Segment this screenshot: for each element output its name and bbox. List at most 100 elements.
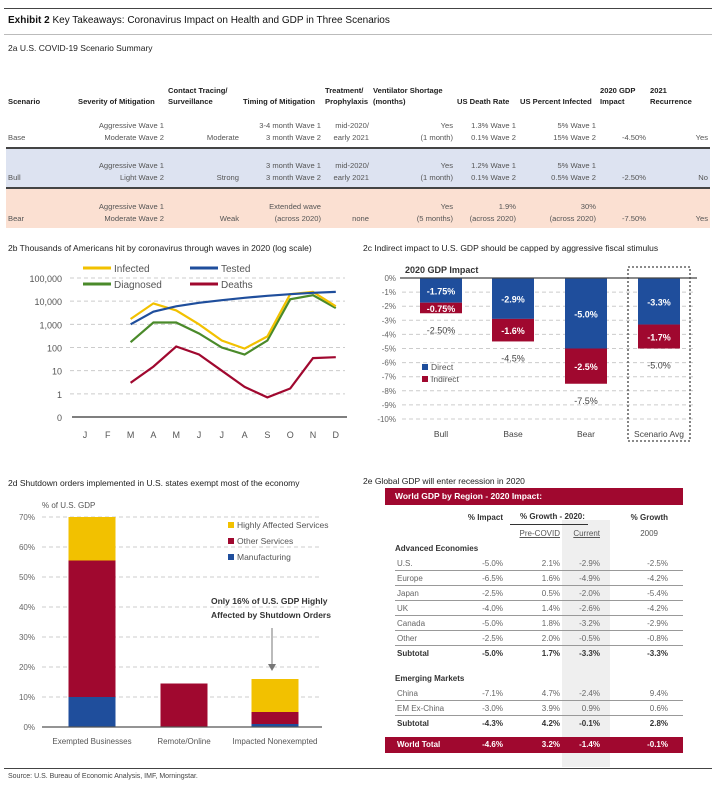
scenario-row-bear: Bear Aggressive Wave 1 Moderate Wave 2 Weak… [6, 188, 710, 228]
cell-scenario: Bull [6, 148, 76, 189]
cell-line: 0.1% Wave 2 [471, 133, 516, 142]
column-header: Timing of Mitigation [243, 97, 315, 106]
bar-indirect [638, 324, 680, 349]
bar-manufacturing [251, 724, 299, 727]
cell: Europe [397, 574, 423, 583]
cell-line: 3 month Wave 2 [265, 133, 321, 142]
cell-value: Yes [695, 214, 708, 223]
total-label: -5.0% [647, 361, 671, 371]
column-header: Scenario [8, 97, 41, 106]
cell: -0.1% [579, 719, 600, 728]
col-growth: % Growth [630, 513, 668, 522]
table-row: Other -2.5% 2.0% -0.5% -0.8% [395, 631, 683, 646]
y-tick-label: -3% [382, 316, 396, 325]
header-row-2: Pre-COVID Current 2009 [395, 526, 683, 541]
col-precovid: Pre-COVID [519, 529, 560, 538]
legend-swatch [228, 554, 234, 560]
cell-line: none [352, 214, 369, 223]
col-growth-2020: % Growth - 2020: [510, 510, 588, 525]
bar-label: -1.6% [501, 326, 525, 336]
cell-line: Moderate Wave 2 [104, 133, 164, 142]
cell: 3.2% [541, 740, 560, 749]
cell: -0.1% [647, 740, 668, 749]
y-tick-label: 20% [19, 663, 35, 672]
bar-direct [638, 278, 680, 325]
legend-label: Tested [221, 264, 250, 275]
cell-timing: Extended wave (across 2020) [241, 188, 323, 228]
y-tick-label: 10% [19, 693, 35, 702]
cell-tracing: Weak [166, 188, 241, 228]
category-label: Impacted Nonexempted [233, 737, 318, 746]
cell: 2.1% [541, 559, 560, 568]
y-tick-label: -2% [382, 302, 396, 311]
cell-death: 1.2% Wave 1 0.1% Wave 2 [455, 148, 518, 189]
cell-line: mid-2020/ [335, 121, 369, 130]
cell: -2.5% [482, 589, 503, 598]
y-tick-label: -9% [382, 401, 396, 410]
cell-recurrence: Yes [648, 188, 710, 228]
cell: 2.8% [649, 719, 668, 728]
y-tick-label: 100 [47, 343, 62, 353]
y-tick-label: 50% [19, 573, 35, 582]
cell-line: 0.5% Wave 2 [551, 173, 596, 182]
cell: -3.2% [579, 619, 600, 628]
cell-line: (across 2020) [469, 214, 516, 223]
exhibit-title: Exhibit 2 Key Takeaways: Coronavirus Imp… [8, 15, 390, 26]
cell-death: 1.3% Wave 1 0.1% Wave 2 [455, 108, 518, 149]
cell-timing: 3 month Wave 1 3 month Wave 2 [241, 148, 323, 189]
bar-indirect [565, 348, 607, 384]
cell: -4.0% [482, 604, 503, 613]
cell-severity: Aggressive Wave 1 Moderate Wave 2 [76, 188, 166, 228]
subtotal-row: Subtotal -4.3% 4.2% -0.1% 2.8% [395, 716, 683, 731]
column-header: 2020 GDP Impact [600, 86, 636, 106]
bar-direct [565, 278, 607, 349]
y-tick-label: 10 [52, 367, 62, 377]
chart-2c-title: 2c Indirect impact to U.S. GDP should be… [363, 243, 659, 253]
cell: -2.4% [579, 689, 600, 698]
legend-label: Diagnosed [114, 280, 162, 291]
y-tick-label: -8% [382, 387, 396, 396]
cell: Canada [397, 619, 426, 628]
y-tick-label: 100,000 [29, 274, 62, 284]
cell-value: Strong [216, 173, 239, 182]
cell: UK [397, 604, 409, 613]
y-tick-label: 1,000 [39, 320, 62, 330]
column-header: 2021 Recurrence [650, 86, 692, 106]
y-tick-label: -5% [382, 345, 396, 354]
series-line-infected [129, 290, 337, 350]
legend-label: Manufacturing [237, 552, 291, 562]
annotation-text: Affected by Shutdown Orders [211, 610, 331, 620]
bar-label: -1.7% [647, 333, 671, 343]
cell: 0.6% [649, 704, 668, 713]
cell: 0.9% [581, 704, 600, 713]
bottom-rule [4, 768, 712, 769]
cell: -4.6% [482, 740, 503, 749]
cell-line: Yes [440, 202, 453, 211]
table-row: China -7.1% 4.7% -2.4% 9.4% [395, 686, 683, 701]
bar-other-services [251, 712, 299, 724]
chart-2b-title: 2b Thousands of Americans hit by coronav… [8, 243, 312, 253]
cell-line: Yes [440, 161, 453, 170]
cell-line: (1 month) [420, 173, 454, 182]
scenario-row-bull: Bull Aggressive Wave 1 Light Wave 2 Strong 3… [6, 148, 710, 189]
cell-value: Moderate [206, 133, 239, 142]
bar-indirect [492, 318, 534, 342]
chart-2d-title: 2d Shutdown orders implemented in U.S. s… [8, 478, 300, 488]
legend-label: Indirect [431, 374, 460, 384]
cell-line: Aggressive Wave 1 [98, 161, 164, 170]
x-tick-label: J [220, 430, 225, 440]
scenario-row-base: Base Aggressive Wave 1 Moderate Wave 2 Mode… [6, 108, 710, 149]
cell: 3.9% [541, 704, 560, 713]
cell: 1.7% [541, 649, 560, 658]
y-tick-label: 0% [384, 274, 396, 283]
cell-line: early 2021 [333, 133, 369, 142]
cell-value: Base [8, 133, 26, 142]
cell-scenario: Bear [6, 188, 76, 228]
column-header: US Percent Infected [520, 97, 592, 106]
cell: -2.5% [647, 559, 668, 568]
bar-highly-affected-services [251, 679, 299, 712]
world-total-row: World Total -4.6% 3.2% -1.4% -0.1% [385, 737, 683, 753]
legend-label: Highly Affected Services [237, 520, 329, 530]
exhibit-label: Exhibit 2 [8, 15, 50, 26]
cell: -5.0% [482, 649, 503, 658]
